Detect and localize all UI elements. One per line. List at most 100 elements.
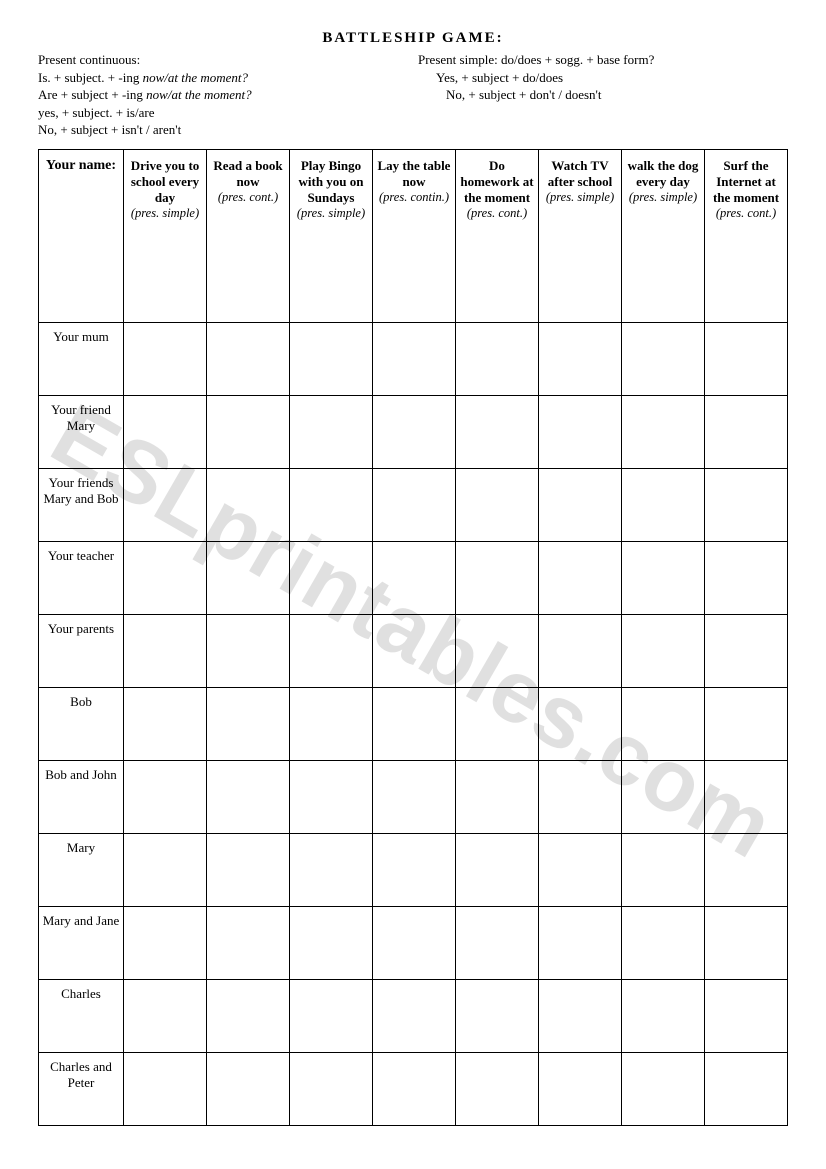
grid-cell[interactable]: [373, 468, 456, 541]
grid-cell[interactable]: [207, 1052, 290, 1125]
grid-cell[interactable]: [622, 541, 705, 614]
grid-cell[interactable]: [207, 322, 290, 395]
grid-cell[interactable]: [705, 687, 788, 760]
grid-cell[interactable]: [705, 906, 788, 979]
grid-cell[interactable]: [456, 468, 539, 541]
grid-cell[interactable]: [539, 541, 622, 614]
grid-cell[interactable]: [539, 395, 622, 468]
grid-cell[interactable]: [456, 760, 539, 833]
grid-cell[interactable]: [373, 979, 456, 1052]
grid-cell[interactable]: [456, 614, 539, 687]
grid-cell[interactable]: [705, 1052, 788, 1125]
grid-cell[interactable]: [373, 1052, 456, 1125]
grid-cell[interactable]: [207, 395, 290, 468]
grid-cell[interactable]: [290, 468, 373, 541]
grid-cell[interactable]: [290, 687, 373, 760]
grid-cell[interactable]: [373, 395, 456, 468]
grid-cell[interactable]: [124, 760, 207, 833]
header-col-1-main: Read a book now: [210, 158, 286, 191]
grid-cell[interactable]: [622, 1052, 705, 1125]
grid-cell[interactable]: [456, 687, 539, 760]
grid-cell[interactable]: [705, 614, 788, 687]
grid-cell[interactable]: [207, 833, 290, 906]
grid-cell[interactable]: [539, 906, 622, 979]
grid-cell[interactable]: [373, 614, 456, 687]
grid-cell[interactable]: [539, 833, 622, 906]
grid-cell[interactable]: [705, 322, 788, 395]
table-row: Bob and John: [39, 760, 788, 833]
grid-cell[interactable]: [622, 979, 705, 1052]
grid-cell[interactable]: [705, 979, 788, 1052]
grid-cell[interactable]: [373, 687, 456, 760]
grid-cell[interactable]: [290, 614, 373, 687]
instr-right-heading: Present simple: do/does + sogg. + base f…: [418, 51, 808, 69]
grid-cell[interactable]: [124, 687, 207, 760]
grid-cell[interactable]: [290, 906, 373, 979]
grid-cell[interactable]: [207, 760, 290, 833]
grid-cell[interactable]: [373, 541, 456, 614]
grid-cell[interactable]: [539, 322, 622, 395]
grid-cell[interactable]: [290, 1052, 373, 1125]
table-row: Charles: [39, 979, 788, 1052]
grid-cell[interactable]: [705, 541, 788, 614]
grid-cell[interactable]: [456, 395, 539, 468]
grid-cell[interactable]: [290, 833, 373, 906]
grid-cell[interactable]: [539, 468, 622, 541]
instr-left-line1: Is. + subject. + -ing now/at the moment?: [38, 69, 398, 87]
grid-cell[interactable]: [622, 833, 705, 906]
grid-cell[interactable]: [539, 760, 622, 833]
header-corner: Your name:: [39, 149, 124, 322]
grid-cell[interactable]: [207, 906, 290, 979]
grid-cell[interactable]: [539, 979, 622, 1052]
grid-cell[interactable]: [373, 833, 456, 906]
grid-cell[interactable]: [124, 541, 207, 614]
grid-cell[interactable]: [539, 614, 622, 687]
grid-cell[interactable]: [207, 614, 290, 687]
grid-cell[interactable]: [456, 322, 539, 395]
grid-cell[interactable]: [290, 322, 373, 395]
grid-cell[interactable]: [124, 906, 207, 979]
grid-cell[interactable]: [290, 395, 373, 468]
instr-left-line3: yes, + subject. + is/are: [38, 104, 398, 122]
grid-cell[interactable]: [207, 541, 290, 614]
grid-cell[interactable]: [124, 468, 207, 541]
grid-cell[interactable]: [456, 979, 539, 1052]
grid-cell[interactable]: [124, 1052, 207, 1125]
grid-cell[interactable]: [622, 468, 705, 541]
grid-cell[interactable]: [373, 760, 456, 833]
grid-cell[interactable]: [373, 906, 456, 979]
grid-cell[interactable]: [456, 906, 539, 979]
grid-cell[interactable]: [705, 468, 788, 541]
grid-cell[interactable]: [622, 760, 705, 833]
grid-cell[interactable]: [124, 833, 207, 906]
grid-cell[interactable]: [456, 1052, 539, 1125]
grid-cell[interactable]: [290, 541, 373, 614]
grid-cell[interactable]: [207, 979, 290, 1052]
header-col-0-main: Drive you to school every day: [127, 158, 203, 207]
grid-cell[interactable]: [373, 322, 456, 395]
grid-cell[interactable]: [456, 541, 539, 614]
grid-cell[interactable]: [622, 395, 705, 468]
grid-cell[interactable]: [705, 395, 788, 468]
header-col-2: Play Bingo with you on Sundays (pres. si…: [290, 149, 373, 322]
grid-cell[interactable]: [207, 687, 290, 760]
grid-cell[interactable]: [290, 760, 373, 833]
grid-cell[interactable]: [539, 1052, 622, 1125]
header-col-3-note: (pres. contin.): [376, 190, 452, 205]
grid-cell[interactable]: [124, 322, 207, 395]
grid-cell[interactable]: [124, 395, 207, 468]
grid-cell[interactable]: [539, 687, 622, 760]
grid-cell[interactable]: [124, 614, 207, 687]
table-row: Mary and Jane: [39, 906, 788, 979]
grid-cell[interactable]: [622, 614, 705, 687]
grid-cell[interactable]: [290, 979, 373, 1052]
grid-cell[interactable]: [622, 322, 705, 395]
grid-cell[interactable]: [705, 760, 788, 833]
grid-cell[interactable]: [705, 833, 788, 906]
grid-cell[interactable]: [622, 906, 705, 979]
grid-cell[interactable]: [207, 468, 290, 541]
grid-cell[interactable]: [124, 979, 207, 1052]
row-label: Charles and Peter: [39, 1052, 124, 1125]
grid-cell[interactable]: [456, 833, 539, 906]
grid-cell[interactable]: [622, 687, 705, 760]
